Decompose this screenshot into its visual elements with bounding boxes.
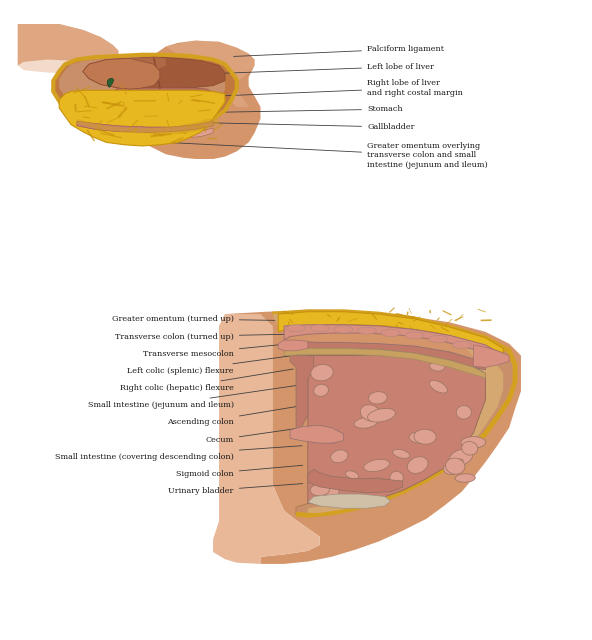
Ellipse shape [449,459,463,468]
Ellipse shape [381,330,400,337]
Polygon shape [107,79,114,87]
Text: Greater omentum (turned up): Greater omentum (turned up) [112,315,287,323]
Polygon shape [89,57,166,74]
Text: Transverse mesocolon: Transverse mesocolon [143,344,287,358]
Polygon shape [474,345,509,367]
Text: Left colic (splenic) flexure: Left colic (splenic) flexure [127,356,290,375]
Text: Small intestine (jejunum and ileum): Small intestine (jejunum and ileum) [88,385,296,409]
Text: Left lobe of liver: Left lobe of liver [213,63,434,74]
Ellipse shape [449,449,472,465]
Ellipse shape [311,364,333,381]
Ellipse shape [445,458,465,474]
Ellipse shape [405,332,424,339]
Ellipse shape [346,471,359,479]
Ellipse shape [365,478,389,490]
Text: Small intestine (covering descending colon): Small intestine (covering descending col… [55,445,302,461]
Polygon shape [308,494,391,508]
Ellipse shape [331,450,348,463]
Polygon shape [95,128,213,140]
Ellipse shape [354,417,377,428]
Ellipse shape [455,474,475,483]
Polygon shape [284,348,485,378]
Text: Sigmoid colon: Sigmoid colon [176,465,303,478]
Ellipse shape [452,341,471,348]
Polygon shape [278,340,308,351]
Polygon shape [290,355,314,438]
Polygon shape [83,58,160,89]
Ellipse shape [429,335,448,342]
Ellipse shape [334,326,353,333]
Ellipse shape [363,460,390,472]
Ellipse shape [476,348,495,355]
Polygon shape [284,340,485,370]
Text: Cecum: Cecum [205,428,299,444]
Ellipse shape [409,432,428,443]
Ellipse shape [407,457,428,474]
Polygon shape [77,121,213,132]
Ellipse shape [461,436,486,448]
Polygon shape [225,310,521,564]
Ellipse shape [358,327,377,334]
Ellipse shape [310,324,329,332]
Ellipse shape [414,429,436,444]
Polygon shape [59,57,225,127]
Polygon shape [284,324,497,356]
Text: Transverse colon (turned up): Transverse colon (turned up) [115,333,287,340]
Ellipse shape [287,324,305,332]
Polygon shape [278,312,503,353]
Polygon shape [112,88,213,97]
Polygon shape [53,55,237,133]
Ellipse shape [369,392,387,404]
Text: Right lobe of liver
and right costal margin: Right lobe of liver and right costal mar… [201,79,463,97]
Polygon shape [18,24,260,159]
Polygon shape [59,90,225,146]
Ellipse shape [443,464,457,475]
Polygon shape [18,24,118,74]
Text: Falciform ligament: Falciform ligament [234,45,444,56]
Ellipse shape [325,484,339,499]
Polygon shape [213,314,320,564]
Ellipse shape [360,404,381,421]
Text: Urinary bladder: Urinary bladder [169,484,303,495]
Polygon shape [308,469,403,493]
Polygon shape [272,312,503,513]
Ellipse shape [456,406,471,419]
Polygon shape [83,57,225,89]
Ellipse shape [462,442,478,455]
Ellipse shape [310,484,330,496]
Polygon shape [308,355,485,505]
Text: Ascending colon: Ascending colon [167,406,298,426]
Polygon shape [290,426,343,443]
Ellipse shape [430,362,445,371]
Polygon shape [77,119,219,134]
Text: Gallbladder: Gallbladder [139,121,414,131]
Polygon shape [166,40,255,107]
Text: Stomach: Stomach [191,105,403,113]
Ellipse shape [429,380,448,393]
Text: Right colic (hepatic) flexure: Right colic (hepatic) flexure [120,369,293,392]
Text: Greater omentum overlying
transverse colon and small
intestine (jejunum and ileu: Greater omentum overlying transverse col… [169,142,488,168]
Polygon shape [272,312,515,515]
Ellipse shape [392,449,410,458]
Ellipse shape [390,471,403,484]
Ellipse shape [368,408,395,422]
Ellipse shape [314,384,329,396]
Ellipse shape [327,433,342,443]
